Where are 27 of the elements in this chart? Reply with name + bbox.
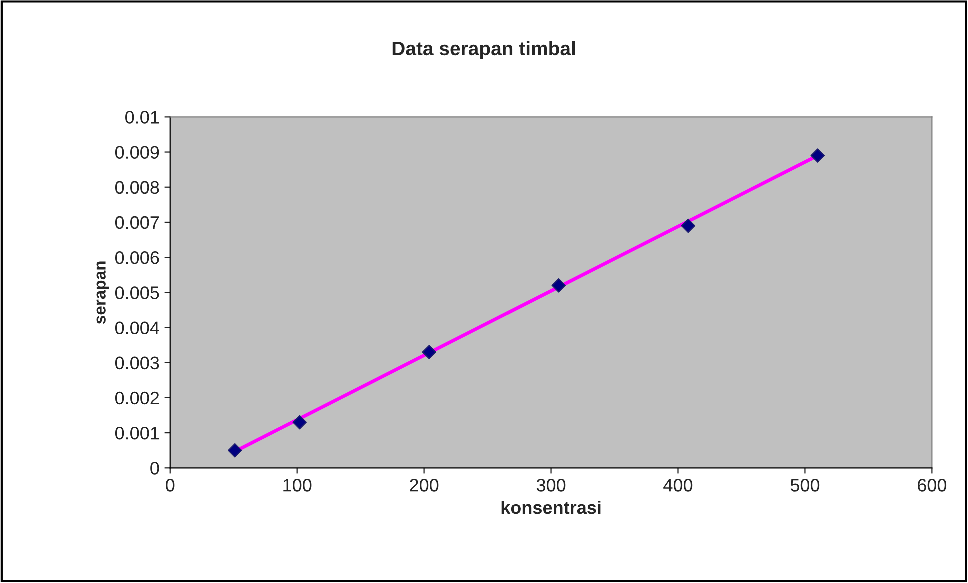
y-tick-label: 0.009 [115, 146, 160, 159]
y-tick-label: 0.001 [115, 426, 160, 440]
y-tick-label: 0.01 [126, 111, 160, 124]
y-tick-label: 0.004 [115, 322, 160, 334]
point [292, 415, 308, 430]
x-tick-label: 400 [664, 479, 693, 492]
y-tick-label: 0.008 [115, 181, 160, 194]
y-axis-title: serapan [96, 262, 110, 324]
y-tick-label: 0 [150, 462, 160, 475]
y-tick-label: 0.007 [115, 216, 160, 230]
chart-title: Data serapan timbal [392, 41, 576, 60]
point [422, 345, 437, 360]
x-axis-title: konsentrasi [502, 500, 601, 514]
x-tick-label: 0 [166, 479, 175, 492]
x-tick-label: 200 [410, 479, 439, 492]
y-tick-label: 0.005 [115, 286, 160, 300]
point [228, 443, 242, 458]
x-tick-label: 600 [918, 479, 947, 492]
point [810, 148, 826, 163]
y-tick-label: 0.006 [115, 252, 160, 264]
point [681, 218, 696, 234]
y-tick-label: 0.003 [115, 356, 160, 370]
x-tick-label: 300 [536, 479, 566, 492]
x-tick-label: 100 [284, 479, 312, 492]
point [552, 278, 566, 293]
x-tick-label: 500 [790, 479, 820, 492]
y-tick-label: 0.002 [115, 392, 160, 405]
